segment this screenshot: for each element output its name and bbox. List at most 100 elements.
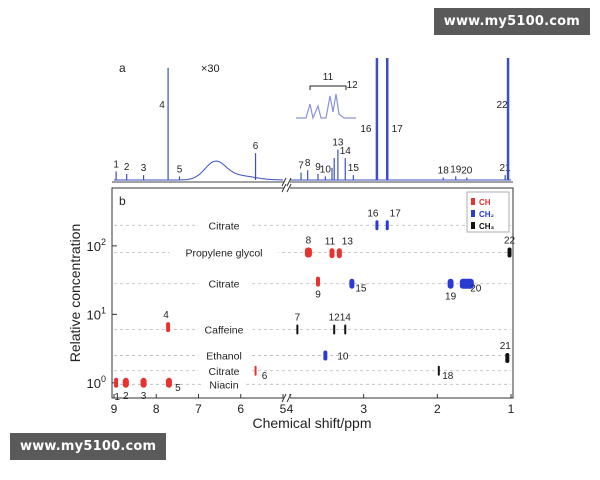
peak-label-20: 20 xyxy=(461,166,473,177)
point-2 xyxy=(122,377,129,388)
point-13 xyxy=(336,248,342,259)
ytick-exp: 0 xyxy=(101,374,106,384)
point-label-6: 6 xyxy=(262,371,268,382)
point-20 xyxy=(459,278,474,289)
peak-label-10: 10 xyxy=(320,164,332,175)
xtick-label-3: 3 xyxy=(360,402,367,416)
point-label-22: 22 xyxy=(504,236,516,247)
point-17 xyxy=(385,220,389,231)
point-label-3: 3 xyxy=(141,391,147,402)
point-1 xyxy=(114,377,119,388)
ytick-base: 10 xyxy=(87,239,101,254)
legend-label-0: CH xyxy=(479,198,491,207)
legend-swatch-1 xyxy=(471,210,475,217)
legend-label-1: CH₂ xyxy=(479,210,495,219)
point-label-16: 16 xyxy=(367,208,379,219)
peak-label-13: 13 xyxy=(332,138,344,149)
point-14 xyxy=(344,324,347,335)
point-16 xyxy=(375,220,379,231)
legend-label-2: CH₃ xyxy=(479,222,495,231)
row-label-6: Niacin xyxy=(209,379,238,391)
axis-break-gap-2 xyxy=(284,180,290,184)
zoom-label: ×30 xyxy=(201,63,220,75)
axis-break-slash-b-1 xyxy=(286,393,292,403)
peak-label-18: 18 xyxy=(438,166,450,177)
row-label-5: Citrate xyxy=(209,366,240,378)
point-10 xyxy=(323,350,328,361)
point-4 xyxy=(166,322,171,333)
point-12 xyxy=(333,324,336,335)
row-label-bg-2 xyxy=(198,276,250,290)
point-22 xyxy=(507,247,512,258)
point-8 xyxy=(304,247,312,258)
axis-break-slash-a-0 xyxy=(281,183,287,193)
xtick-label-1: 1 xyxy=(508,402,515,416)
peak-label-5: 5 xyxy=(177,164,183,175)
peak-label-14: 14 xyxy=(340,146,352,157)
point-label-20: 20 xyxy=(470,284,482,295)
point-label-12: 12 xyxy=(329,313,341,324)
ytick-exp: 1 xyxy=(101,305,106,315)
peak-label-6: 6 xyxy=(253,141,259,152)
point-label-18: 18 xyxy=(442,371,454,382)
inset-label: 11 xyxy=(323,72,334,83)
x-axis-label: Chemical shift/ppm xyxy=(252,415,371,431)
point-label-9: 9 xyxy=(315,290,321,301)
point-label-5: 5 xyxy=(175,383,181,394)
xtick-label-7: 7 xyxy=(195,402,202,416)
peak-label-21: 21 xyxy=(500,163,512,174)
row-label-3: Caffeine xyxy=(205,325,244,337)
point-label-13: 13 xyxy=(342,236,354,247)
row-label-bg-4 xyxy=(198,348,250,362)
point-5 xyxy=(165,377,172,388)
peak-label-7: 7 xyxy=(298,161,304,172)
panel-b-scatter: b Citrate Propylene glycol Citrate Caffeine E… xyxy=(67,177,516,431)
axis-break-slash-b-0 xyxy=(286,183,292,193)
point-label-8: 8 xyxy=(306,236,312,247)
peak-label-22: 22 xyxy=(496,100,508,111)
xtick-label-6: 6 xyxy=(237,402,244,416)
ytick-label-1: 100 xyxy=(87,374,106,391)
point-6 xyxy=(254,365,257,376)
peak-label-2: 2 xyxy=(124,162,130,173)
panel-a-label: a xyxy=(119,61,126,75)
point-label-19: 19 xyxy=(445,292,457,303)
axis-break-slash-a-2 xyxy=(281,177,287,187)
peak-label-3: 3 xyxy=(141,163,147,174)
inset-multiplet-11: 11 xyxy=(296,72,356,121)
axis-break-gap-1 xyxy=(284,396,290,400)
row-label-bg-3 xyxy=(195,322,253,336)
spectrum-trace-left xyxy=(114,160,283,181)
legend-swatch-0 xyxy=(471,198,475,205)
panel-b-label: b xyxy=(119,194,126,208)
point-label-10: 10 xyxy=(337,352,349,363)
point-21 xyxy=(505,353,510,364)
inset-bracket xyxy=(309,85,347,90)
legend: CH CH₂ CH₃ xyxy=(466,191,510,233)
point-label-11: 11 xyxy=(325,236,336,247)
point-label-1: 1 xyxy=(114,392,120,403)
peak-label-17: 17 xyxy=(392,124,404,135)
xtick-label-4: 4 xyxy=(287,402,294,416)
row-label-bg-1 xyxy=(169,245,279,259)
axis-break-gap-0 xyxy=(284,186,290,190)
point-11 xyxy=(329,248,335,259)
row-label-0: Citrate xyxy=(209,220,240,232)
panel-b-frame xyxy=(111,187,514,399)
peak-label-15: 15 xyxy=(348,163,360,174)
row-label-bg-0 xyxy=(198,218,250,232)
axis-break-slash-a-1 xyxy=(281,393,287,403)
xtick-label-5: 5 xyxy=(280,402,287,416)
peak-label-4: 4 xyxy=(159,100,165,111)
point-label-2: 2 xyxy=(123,391,129,402)
row-label-4: Ethanol xyxy=(206,351,242,363)
row-label-1: Propylene glycol xyxy=(185,248,262,260)
ytick-label-100: 102 xyxy=(87,237,106,254)
point-label-17: 17 xyxy=(390,208,402,219)
peak-label-1: 1 xyxy=(113,159,119,170)
y-axis-label: Relative concentration xyxy=(67,224,83,363)
inset-trace xyxy=(296,93,356,121)
point-3 xyxy=(140,377,147,388)
